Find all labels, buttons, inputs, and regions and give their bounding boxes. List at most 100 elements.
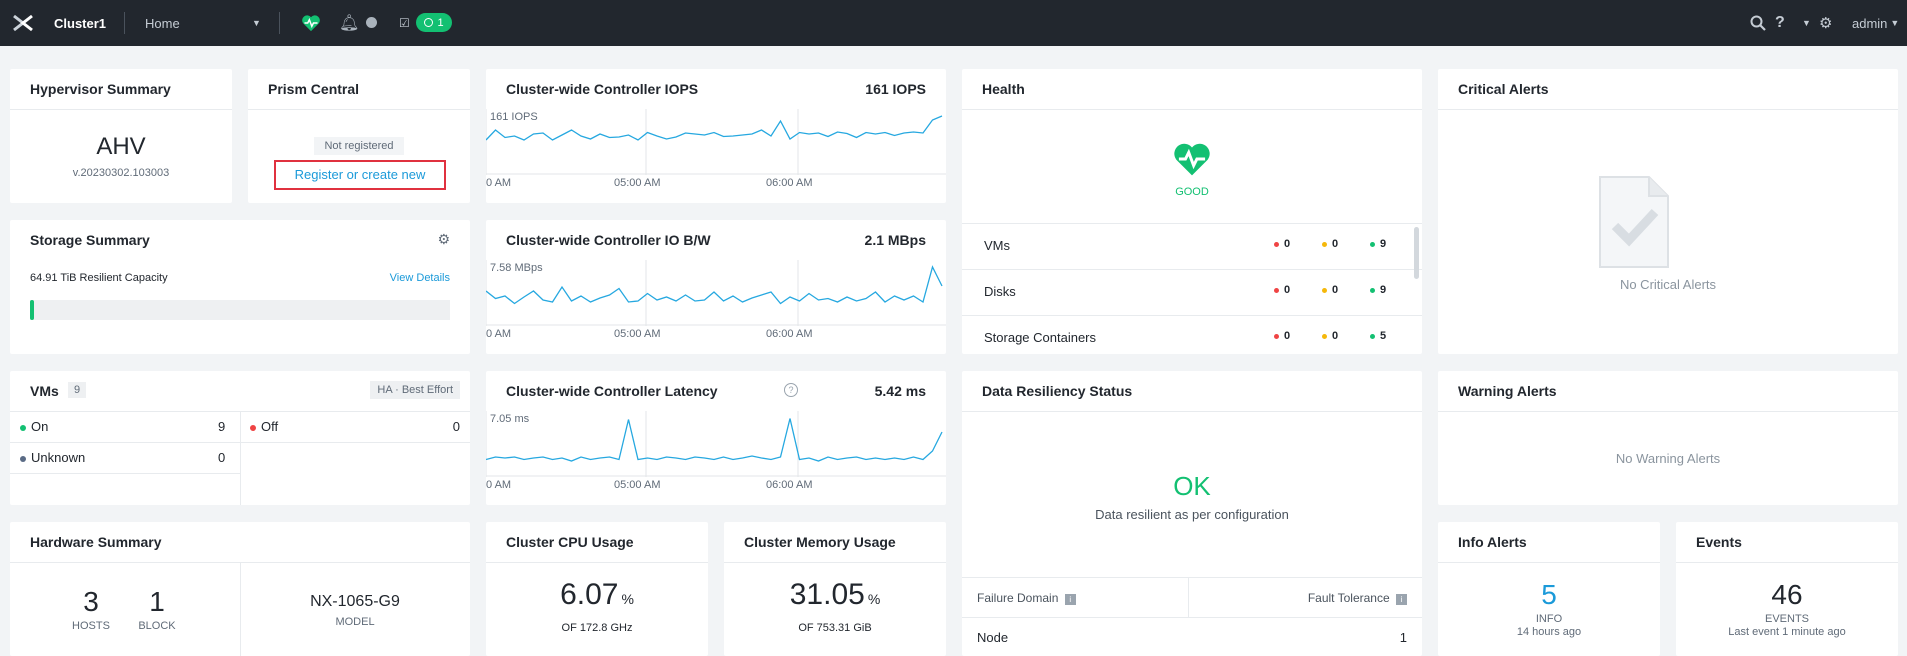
info-label: INFO — [1535, 613, 1563, 625]
critical-alerts-card: Critical Alerts No Critical Alerts — [1438, 69, 1898, 354]
storage-gear-icon[interactable]: ⚙ — [437, 231, 450, 247]
good-count: 5 — [1380, 330, 1387, 342]
card-title: Health — [982, 81, 1025, 97]
warning-count: 0 — [1332, 284, 1339, 296]
health-row-storage-containers[interactable]: Storage Containers 0 0 5 — [962, 316, 1422, 354]
help-chevron-down-icon[interactable]: ▼ — [1802, 18, 1811, 28]
capacity-bar-fill — [30, 300, 35, 320]
empty-message: No Critical Alerts — [1619, 277, 1717, 292]
divider — [724, 562, 946, 563]
tasks-icon[interactable]: ☑ — [399, 16, 410, 30]
divider — [10, 442, 240, 443]
info-icon[interactable]: i — [1064, 594, 1076, 605]
divider — [962, 269, 1422, 270]
cpu-unit: % — [621, 591, 634, 607]
memory-unit: % — [867, 591, 881, 607]
health-status: GOOD — [1175, 186, 1209, 198]
nav-label: Home — [145, 15, 180, 31]
gear-icon[interactable]: ⚙ — [1819, 15, 1833, 32]
alert-status-dot[interactable] — [366, 17, 377, 28]
series-line — [486, 115, 943, 141]
nav-menu[interactable]: Home — [145, 0, 180, 46]
divider — [962, 109, 1422, 110]
critical-count: 0 — [1284, 330, 1291, 342]
tasks-badge[interactable]: 1 — [416, 13, 452, 32]
card-title: Cluster-wide Controller IOPS — [506, 81, 699, 97]
vm-unknown-row: Unknown — [20, 450, 85, 465]
tick-label: 0 AM — [486, 177, 512, 189]
chart-peak-label: 7.05 ms — [490, 413, 530, 425]
critical-count: 0 — [1284, 238, 1291, 250]
divider — [1188, 577, 1189, 617]
info-count[interactable]: 5 — [1541, 579, 1557, 610]
block-label: BLOCK — [138, 620, 176, 632]
capacity-value: 64.91 TiB — [30, 272, 77, 284]
host-count: 3 — [83, 586, 99, 617]
ha-status-badge: HA · Best Effort — [370, 381, 460, 399]
vm-unknown-label: Unknown — [31, 450, 86, 465]
tick-label: 06:00 AM — [766, 328, 813, 340]
iops-chart — [486, 109, 946, 175]
critical-dot — [1274, 333, 1279, 339]
hypervisor-summary-card: Hypervisor Summary AHV v.20230302.103003 — [10, 69, 232, 203]
help-circle-icon[interactable]: ? — [784, 383, 798, 397]
status-dot — [250, 424, 256, 431]
model-name: NX-1065-G9 — [310, 593, 400, 610]
scrollbar[interactable] — [1414, 227, 1419, 279]
vm-on-label: On — [31, 419, 49, 434]
view-details-link[interactable]: View Details — [389, 272, 450, 284]
divider — [1438, 411, 1898, 412]
health-row-label: VMs — [984, 238, 1010, 253]
capacity-label: Resilient Capacity — [79, 272, 168, 284]
user-menu[interactable]: admin ▼ — [1852, 0, 1899, 46]
info-alerts-card[interactable]: Info Alerts 5 INFO 14 hours ago — [1438, 522, 1660, 656]
divider — [10, 109, 232, 110]
health-row-disks[interactable]: Disks 0 0 9 — [962, 270, 1422, 316]
registration-status: Not registered — [314, 137, 404, 155]
warning-dot — [1322, 241, 1327, 247]
register-link[interactable]: Register or create new — [274, 160, 446, 190]
card-title: Critical Alerts — [1458, 81, 1549, 97]
nutanix-logo-icon[interactable] — [12, 0, 34, 46]
health-row-vms[interactable]: VMs 0 0 9 — [962, 224, 1422, 270]
cpu-usage: 6.07% — [486, 578, 708, 612]
search-icon[interactable] — [1750, 0, 1766, 46]
failure-domain-label: Failure Domain i — [977, 591, 1076, 605]
bell-icon[interactable]: 🔔︎ — [339, 15, 360, 32]
node-label: Node — [977, 630, 1009, 645]
document-check-icon — [1597, 174, 1671, 275]
iops-value: 161 IOPS — [865, 81, 926, 97]
nav-chevron-down-icon[interactable]: ▼ — [252, 18, 261, 28]
node-value: 1 — [1399, 630, 1407, 645]
cluster-name[interactable]: Cluster1 — [54, 15, 107, 31]
good-dot — [1370, 241, 1375, 247]
card-title: Info Alerts — [1458, 534, 1527, 550]
help-icon[interactable]: ? — [1775, 14, 1785, 31]
divider — [1438, 109, 1898, 110]
failure-domain-text: Failure Domain — [977, 591, 1059, 605]
vm-off-count: 0 — [452, 419, 460, 434]
good-dot — [1370, 287, 1375, 293]
card-title: Data Resiliency Status — [982, 383, 1133, 399]
health-heart-icon[interactable] — [301, 0, 321, 46]
warning-alerts-card: Warning Alerts No Warning Alerts — [1438, 371, 1898, 505]
vm-off-row: Off — [250, 419, 278, 434]
tick-label: 0 AM — [486, 479, 512, 491]
latency-card: Cluster-wide Controller Latency ? 5.42 m… — [486, 371, 946, 505]
prism-central-card: Prism Central Not registered Register or… — [248, 69, 470, 203]
data-resiliency-card: Data Resiliency Status OK Data resilient… — [962, 371, 1422, 656]
events-card[interactable]: Events 46 EVENTS Last event 1 minute ago — [1676, 522, 1898, 656]
vm-on-row: On — [20, 419, 48, 434]
memory-usage: 31.05% — [724, 578, 946, 612]
vms-card: VMs 9 HA · Best Effort On 9 Off 0 Unknow… — [10, 371, 470, 505]
card-title: Prism Central — [268, 81, 360, 97]
tick-label: 06:00 AM — [766, 479, 813, 491]
card-title: Hypervisor Summary — [30, 81, 171, 97]
hardware-summary-card: Hardware Summary 3 HOSTS 1 BLOCK NX-1065… — [10, 522, 470, 656]
divider — [962, 617, 1422, 618]
events-time: Last event 1 minute ago — [1728, 626, 1846, 638]
card-title: Cluster CPU Usage — [506, 534, 634, 550]
info-icon[interactable]: i — [1396, 594, 1407, 605]
chart-peak-label: 7.58 MBps — [490, 262, 543, 274]
latency-value: 5.42 ms — [874, 383, 926, 399]
